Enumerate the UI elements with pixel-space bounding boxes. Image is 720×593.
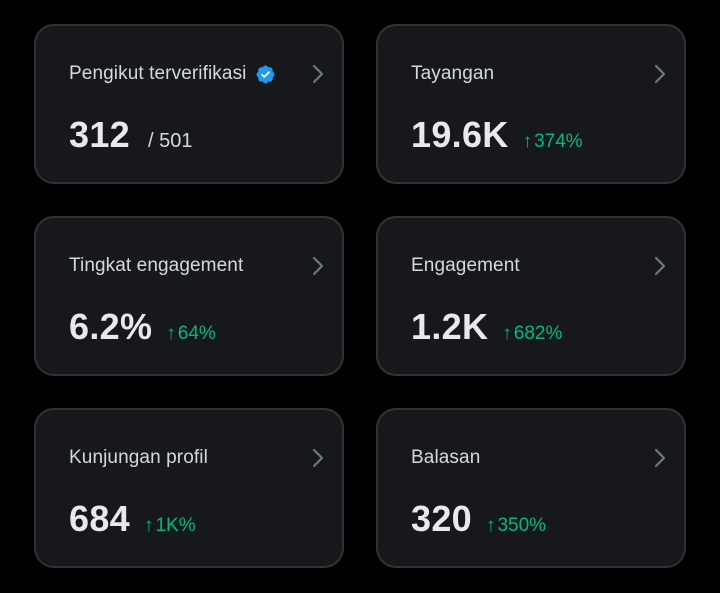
- card-label: Pengikut terverifikasi: [69, 63, 247, 84]
- arrow-up-icon: ↑: [143, 515, 154, 536]
- metric-value: 6.2%: [69, 306, 153, 347]
- value-row: 6.2% ↑ 64%: [69, 306, 216, 348]
- card-title: Tayangan: [411, 63, 494, 85]
- value-row: 684 ↑ 1K%: [69, 498, 196, 540]
- card-impressions[interactable]: Tayangan 19.6K ↑ 374%: [376, 24, 686, 184]
- arrow-up-icon: ↑: [502, 323, 512, 344]
- chevron-right-icon: [308, 254, 328, 278]
- card-engagement-rate[interactable]: Tingkat engagement 6.2% ↑ 64%: [34, 216, 344, 376]
- verified-badge-icon: [255, 64, 276, 85]
- delta-value: 350%: [497, 515, 547, 536]
- arrow-up-icon: ↑: [166, 323, 176, 344]
- metric-delta: ↑ 682%: [502, 323, 562, 345]
- metric-delta: ↑ 374%: [523, 131, 583, 153]
- analytics-card-grid: Pengikut terverifikasi 312 / 501 Tayanga…: [34, 24, 686, 568]
- metric-delta: ↑ 350%: [486, 515, 546, 537]
- card-replies[interactable]: Balasan 320 ↑ 350%: [376, 408, 686, 568]
- metric-value: 684: [69, 498, 130, 539]
- card-label: Kunjungan profil: [69, 447, 208, 468]
- metric-delta: ↑ 64%: [166, 323, 216, 345]
- card-title: Pengikut terverifikasi: [69, 63, 276, 85]
- card-title: Tingkat engagement: [69, 255, 243, 277]
- chevron-right-icon: [650, 254, 670, 278]
- metric-value: 312: [69, 114, 130, 155]
- value-row: 1.2K ↑ 682%: [411, 306, 562, 348]
- card-title: Kunjungan profil: [69, 447, 208, 469]
- metric-value: 1.2K: [411, 306, 489, 347]
- card-title: Engagement: [411, 255, 520, 277]
- chevron-right-icon: [650, 446, 670, 470]
- metric-value: 19.6K: [411, 114, 509, 155]
- delta-value: 374%: [534, 131, 583, 152]
- delta-value: 682%: [513, 323, 563, 344]
- delta-value: 1K%: [155, 515, 196, 536]
- metric-delta: ↑ 1K%: [144, 515, 196, 537]
- delta-value: 64%: [177, 323, 216, 344]
- card-label: Tayangan: [411, 63, 495, 84]
- card-label: Tingkat engagement: [69, 255, 244, 276]
- card-verified-followers[interactable]: Pengikut terverifikasi 312 / 501: [34, 24, 344, 184]
- card-profile-visits[interactable]: Kunjungan profil 684 ↑ 1K%: [34, 408, 344, 568]
- chevron-right-icon: [650, 62, 670, 86]
- value-row: 312 / 501: [69, 114, 192, 156]
- value-row: 19.6K ↑ 374%: [411, 114, 583, 156]
- card-label: Balasan: [411, 447, 481, 468]
- card-title: Balasan: [411, 447, 480, 469]
- chevron-right-icon: [308, 62, 328, 86]
- metric-value: 320: [411, 498, 472, 539]
- arrow-up-icon: ↑: [522, 131, 533, 152]
- metric-total: / 501: [147, 130, 193, 152]
- card-engagement[interactable]: Engagement 1.2K ↑ 682%: [376, 216, 686, 376]
- value-row: 320 ↑ 350%: [411, 498, 546, 540]
- arrow-up-icon: ↑: [485, 515, 496, 536]
- chevron-right-icon: [308, 446, 328, 470]
- card-label: Engagement: [411, 255, 520, 276]
